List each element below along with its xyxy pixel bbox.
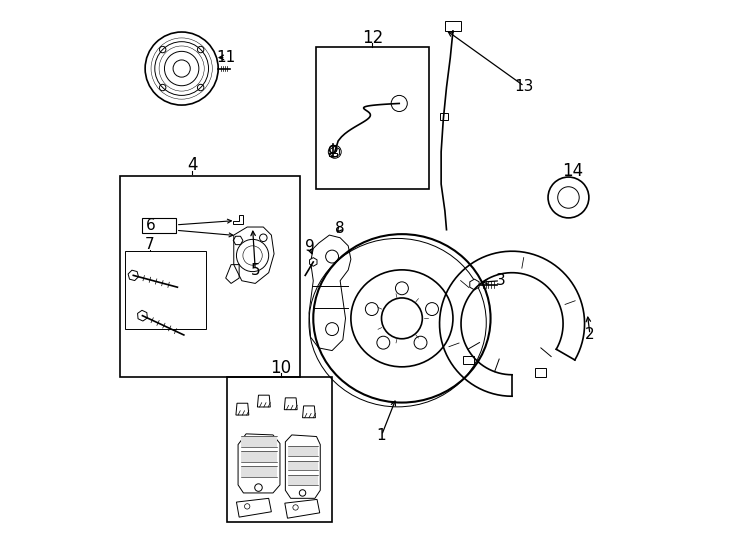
Text: 10: 10 bbox=[271, 359, 291, 377]
Text: 9: 9 bbox=[305, 239, 314, 254]
Text: 7: 7 bbox=[145, 237, 155, 252]
Polygon shape bbox=[241, 436, 277, 447]
Polygon shape bbox=[128, 270, 139, 281]
Bar bbox=[120, 176, 300, 377]
Bar bbox=[316, 47, 429, 190]
Polygon shape bbox=[310, 258, 317, 266]
Polygon shape bbox=[137, 310, 148, 321]
Bar bbox=[445, 21, 461, 31]
Polygon shape bbox=[288, 475, 318, 485]
Text: 4: 4 bbox=[187, 156, 197, 174]
Text: 8: 8 bbox=[335, 221, 345, 236]
Bar bbox=[142, 218, 175, 233]
Text: 6: 6 bbox=[146, 219, 156, 233]
Polygon shape bbox=[241, 466, 277, 477]
Polygon shape bbox=[470, 279, 479, 290]
Text: 5: 5 bbox=[250, 262, 260, 278]
Bar bbox=[126, 251, 206, 329]
Bar bbox=[463, 356, 474, 364]
Polygon shape bbox=[241, 451, 277, 462]
Text: 13: 13 bbox=[515, 79, 534, 94]
Text: 11: 11 bbox=[216, 50, 236, 65]
Bar bbox=[228, 377, 332, 523]
Text: 2: 2 bbox=[585, 327, 595, 342]
Text: 1: 1 bbox=[377, 428, 386, 443]
Polygon shape bbox=[288, 446, 318, 456]
Polygon shape bbox=[288, 461, 318, 470]
Text: 3: 3 bbox=[495, 273, 505, 288]
Text: 12: 12 bbox=[362, 29, 383, 47]
Bar bbox=[535, 368, 545, 377]
Text: 14: 14 bbox=[562, 161, 584, 180]
